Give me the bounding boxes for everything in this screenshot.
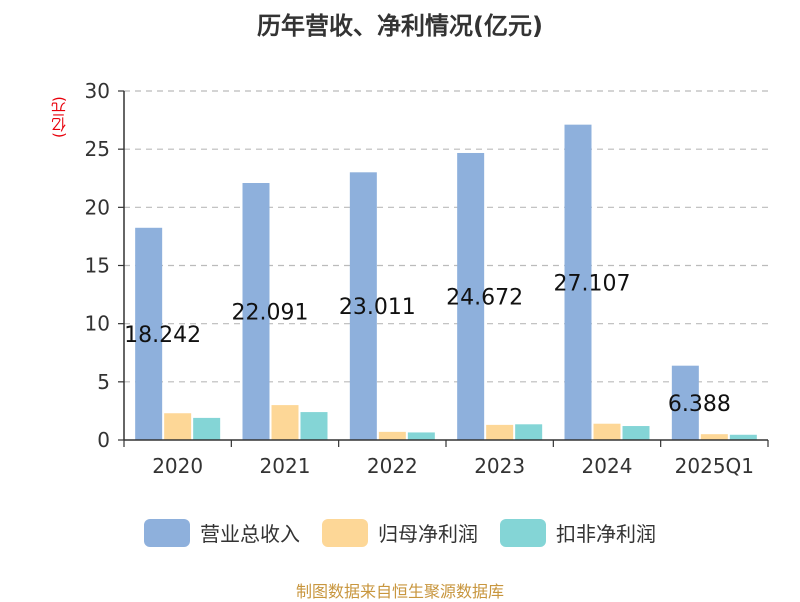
chart-title: 历年营收、净利情况(亿元) [257, 12, 543, 40]
bar-0-2024 [564, 124, 592, 440]
x-tick-label: 2022 [367, 454, 418, 478]
bar-0-2020 [135, 227, 163, 440]
bar-2-2023 [515, 424, 543, 440]
legend-label: 扣非净利润 [556, 522, 656, 546]
x-tick-label: 2023 [474, 454, 525, 478]
legend: 营业总收入 归母净利润 扣非净利润 [0, 518, 800, 547]
bar-1-2025Q1 [700, 434, 728, 440]
data-label: 22.091 [232, 301, 309, 326]
bar-2-2025Q1 [729, 434, 757, 440]
source-note: 制图数据来自恒生聚源数据库 [295, 582, 504, 601]
legend-item[interactable]: 营业总收入 [144, 518, 300, 547]
y-tick-label: 25 [85, 137, 110, 161]
legend-swatch [322, 518, 368, 547]
x-tick-label: 2024 [582, 454, 633, 478]
x-tick-label: 2025Q1 [675, 454, 754, 478]
bar-0-2022 [349, 172, 377, 441]
legend-swatch [500, 518, 546, 547]
legend-item[interactable]: 扣非净利润 [500, 518, 656, 547]
y-tick-label: 10 [85, 312, 110, 336]
bar-2-2021 [300, 412, 328, 440]
legend-swatch [144, 518, 190, 547]
data-label: 23.011 [339, 295, 416, 320]
bar-0-2025Q1 [671, 365, 699, 440]
y-tick-label: 30 [85, 79, 110, 103]
legend-item[interactable]: 归母净利润 [322, 518, 478, 547]
bar-1-2024 [593, 423, 621, 440]
y-tick-label: 15 [85, 254, 110, 278]
bar-1-2020 [164, 413, 192, 440]
bar-1-2021 [271, 405, 299, 440]
bar-1-2022 [378, 431, 406, 440]
bar-2-2022 [407, 432, 435, 440]
data-label: 24.672 [446, 285, 523, 310]
y-tick-label: 20 [85, 195, 110, 219]
bar-2-2024 [622, 426, 650, 440]
data-label: 18.242 [124, 323, 201, 348]
legend-label: 归母净利润 [378, 522, 478, 546]
bar-1-2023 [486, 424, 514, 440]
bar-0-2023 [457, 152, 485, 440]
legend-label: 营业总收入 [200, 522, 300, 546]
x-tick-label: 2021 [260, 454, 311, 478]
data-label: 27.107 [554, 271, 631, 296]
x-tick-label: 2020 [152, 454, 203, 478]
data-label: 6.388 [668, 392, 731, 417]
bar-0-2021 [242, 183, 270, 440]
bar-2-2020 [193, 417, 221, 440]
y-tick-label: 5 [97, 370, 110, 394]
y-tick-label: 0 [97, 428, 110, 452]
